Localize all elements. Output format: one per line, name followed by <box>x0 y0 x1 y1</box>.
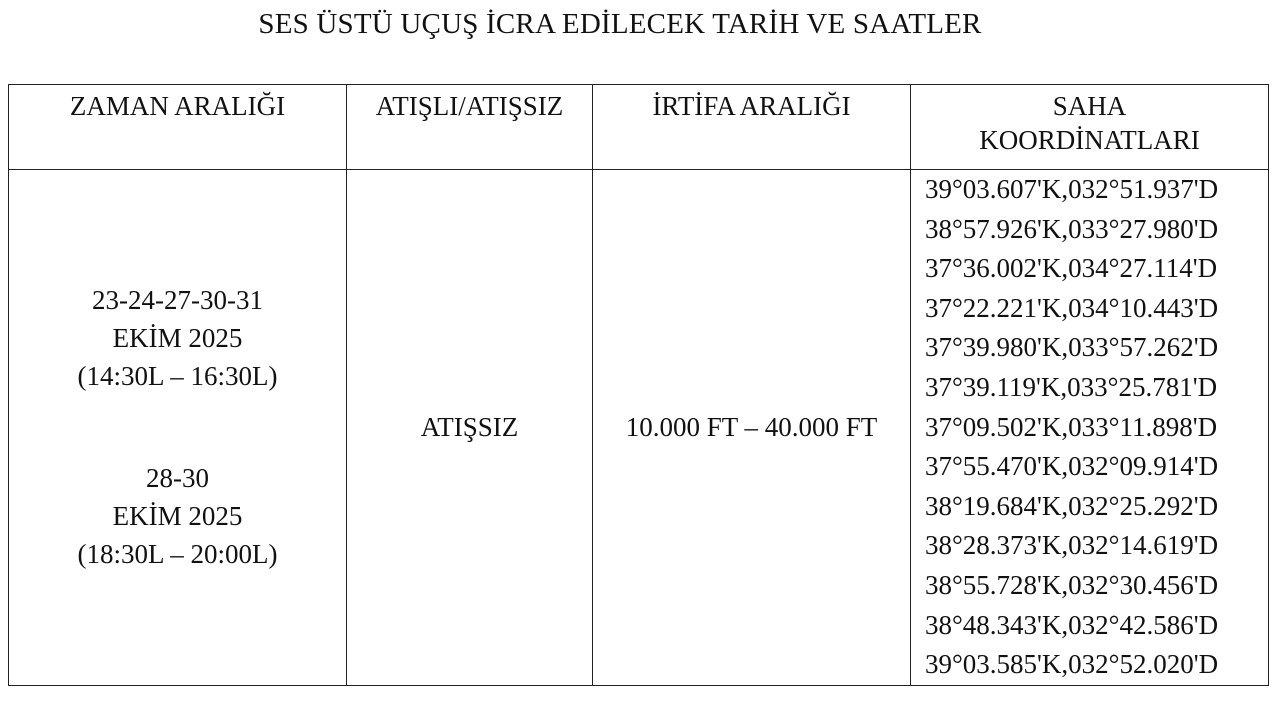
coordinate: 37°22.221'K,034°10.443'D <box>925 292 1219 323</box>
header-row: ZAMAN ARALIĞI ATIŞLI/ATIŞSIZ İRTİFA ARAL… <box>8 84 1269 170</box>
coordinate: 38°28.373'K,032°14.619'D <box>925 530 1219 561</box>
header-firing: ATIŞLI/ATIŞSIZ <box>346 84 593 170</box>
table-row: 23-24-27-30-31 EKİM 2025 (14:30L – 16:30… <box>8 169 1269 686</box>
time-range-days: 23-24-27-30-31 <box>92 285 263 316</box>
altitude-cell: 10.000 FT – 40.000 FT <box>592 169 911 686</box>
time-range-cell: 23-24-27-30-31 EKİM 2025 (14:30L – 16:30… <box>8 169 347 686</box>
firing-cell: ATIŞSIZ <box>346 169 593 686</box>
coordinates-cell: 39°03.607'K,032°51.937'D 38°57.926'K,033… <box>910 169 1269 686</box>
time-range-hours: (18:30L – 20:00L) <box>77 539 278 570</box>
coordinate: 39°03.607'K,032°51.937'D <box>925 174 1219 204</box>
coordinate: 38°57.926'K,033°27.980'D <box>925 213 1219 244</box>
coordinate: 38°19.684'K,032°25.292'D <box>925 490 1219 521</box>
header-coordinates: SAHA KOORDİNATLARI <box>910 84 1269 170</box>
time-range-1: 23-24-27-30-31 EKİM 2025 (14:30L – 16:30… <box>9 281 346 395</box>
coordinate: 39°03.585'K,032°52.020'D <box>925 649 1219 680</box>
time-range-2: 28-30 EKİM 2025 (18:30L – 20:00L) <box>9 459 346 573</box>
coordinate: 37°36.002'K,034°27.114'D <box>925 253 1218 284</box>
time-range-month: EKİM 2025 <box>112 501 243 532</box>
coordinate: 38°55.728'K,032°30.456'D <box>925 569 1219 600</box>
coordinate: 37°39.119'K,033°25.781'D <box>925 371 1218 402</box>
coordinate: 37°39.980'K,033°57.262'D <box>925 332 1219 363</box>
coordinate: 38°48.343'K,032°42.586'D <box>925 609 1219 640</box>
header-altitude: İRTİFA ARALIĞI <box>592 84 911 170</box>
document-title: SES ÜSTÜ UÇUŞ İCRA EDİLECEK TARİH VE SAA… <box>258 8 982 40</box>
header-time-range: ZAMAN ARALIĞI <box>8 84 347 170</box>
time-range-days: 28-30 <box>146 463 209 494</box>
coordinate: 37°09.502'K,033°11.898'D <box>925 411 1218 442</box>
flight-schedule-table: ZAMAN ARALIĞI ATIŞLI/ATIŞSIZ İRTİFA ARAL… <box>8 84 1269 686</box>
time-range-hours: (14:30L – 16:30L) <box>77 361 278 392</box>
coordinate: 37°55.470'K,032°09.914'D <box>925 451 1219 482</box>
time-range-month: EKİM 2025 <box>112 323 243 354</box>
